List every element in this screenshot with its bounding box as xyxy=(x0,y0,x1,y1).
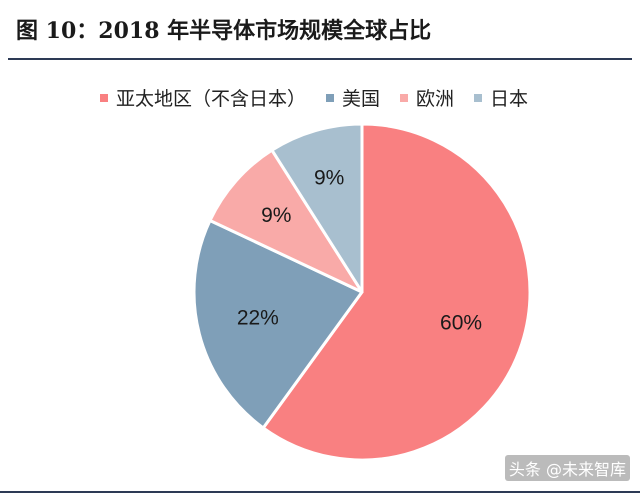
legend-item-europe: 欧洲 xyxy=(400,84,454,111)
label-usa: 22% xyxy=(237,306,279,329)
label-asia-pacific: 60% xyxy=(440,312,482,335)
legend-item-asia-pacific: 亚太地区（不含日本） xyxy=(100,84,306,111)
slice-europe xyxy=(208,148,364,294)
slice-asia-pacific xyxy=(261,122,532,462)
legend-swatch-usa xyxy=(326,93,335,102)
legend-label-asia-pacific: 亚太地区（不含日本） xyxy=(116,88,307,110)
watermark-text: 头条 @未来智库 xyxy=(504,455,630,481)
legend-swatch-japan xyxy=(474,93,483,102)
legend-label-usa: 美国 xyxy=(342,88,381,110)
title-divider xyxy=(8,58,632,60)
legend: 亚太地区（不含日本） 美国 欧洲 日本 xyxy=(100,84,548,111)
legend-label-europe: 欧洲 xyxy=(416,88,455,110)
chart-title: 图 10：2018 年半导体市场规模全球占比 xyxy=(16,18,432,44)
label-europe: 9% xyxy=(261,204,291,227)
legend-label-japan: 日本 xyxy=(490,88,529,110)
label-japan: 9% xyxy=(314,167,344,190)
legend-swatch-europe xyxy=(400,93,409,102)
legend-item-usa: 美国 xyxy=(326,84,380,111)
bottom-divider xyxy=(0,491,640,493)
slice-japan xyxy=(270,122,364,294)
legend-item-japan: 日本 xyxy=(474,84,528,111)
legend-swatch-asia-pacific xyxy=(100,93,108,102)
